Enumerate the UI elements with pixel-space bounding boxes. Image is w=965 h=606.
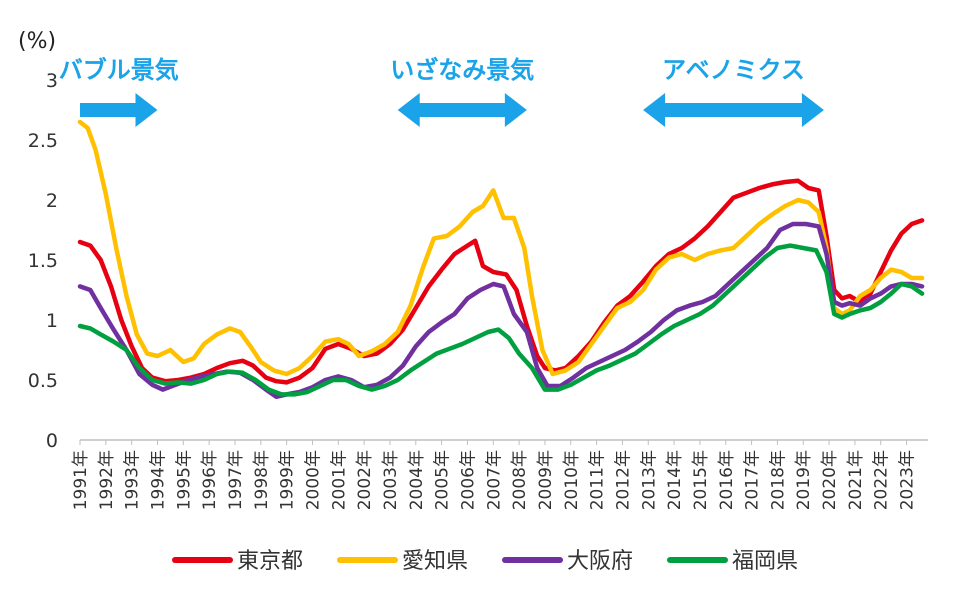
x-tick-label: 2009年 xyxy=(536,450,556,510)
y-tick-label: 2 xyxy=(46,190,58,212)
series-lines xyxy=(77,119,925,400)
period-label: いざなみ景気 xyxy=(390,56,534,84)
period-arrow xyxy=(643,93,824,127)
x-tick-label: 2003年 xyxy=(381,450,401,510)
legend-label: 東京都 xyxy=(237,549,303,574)
x-tick-label: 2011年 xyxy=(588,450,608,510)
legend-label: 福岡県 xyxy=(732,549,798,574)
x-tick-label: 2014年 xyxy=(665,450,685,510)
x-tick-label: 2006年 xyxy=(458,450,478,510)
series-line xyxy=(77,119,925,377)
x-tick-label: 2022年 xyxy=(872,450,892,510)
x-tick-label: 1993年 xyxy=(123,450,143,510)
y-tick-label: 1 xyxy=(46,310,58,332)
x-tick-label: 2008年 xyxy=(510,450,530,510)
period-arrow xyxy=(80,93,158,127)
y-tick-label: 0 xyxy=(46,430,58,452)
legend-label: 大阪府 xyxy=(567,549,633,574)
x-tick-label: 2001年 xyxy=(329,450,349,510)
period-arrow xyxy=(397,93,527,127)
x-tick-label: 1999年 xyxy=(278,450,298,510)
period-label: アベノミクス xyxy=(662,56,805,84)
period-label: バブル景気 xyxy=(59,56,179,84)
x-tick-label: 2000年 xyxy=(303,450,323,510)
x-tick-label: 2013年 xyxy=(639,450,659,510)
x-tick-label: 2002年 xyxy=(355,450,375,510)
y-tick-label: 2.5 xyxy=(28,130,58,152)
x-tick-label: 2012年 xyxy=(613,450,633,510)
series-line xyxy=(77,243,925,397)
x-tick-label: 2020年 xyxy=(820,450,840,510)
y-tick-label: 3 xyxy=(46,70,58,92)
y-axis-unit-label: (%) xyxy=(18,29,56,54)
series-line xyxy=(77,178,925,385)
x-tick-label: 1994年 xyxy=(148,450,168,510)
x-tick-label: 2015年 xyxy=(691,450,711,510)
x-tick-label: 1998年 xyxy=(252,450,272,510)
axes: 0 0.5 1 1.5 2 2.5 3 1991年 1992年 1993年 1994年 1995年 19… xyxy=(28,70,928,510)
x-tick-label: 1992年 xyxy=(97,450,117,510)
x-tick-label: 2010年 xyxy=(562,450,582,510)
economic-periods: バブル景気 いざなみ景気 アベノミクス xyxy=(59,56,824,127)
x-tick-label: 2004年 xyxy=(407,450,427,510)
x-tick-label: 2017年 xyxy=(743,450,763,510)
x-tick-label: 1991年 xyxy=(71,450,91,510)
x-tick-label: 2019年 xyxy=(794,450,814,510)
x-tick-label: 2007年 xyxy=(484,450,504,510)
y-tick-label: 1.5 xyxy=(28,250,58,272)
x-tick-label: 1995年 xyxy=(174,450,194,510)
y-tick-label: 0.5 xyxy=(28,370,58,392)
x-tick-label: 2016年 xyxy=(717,450,737,510)
x-tick-label: 1996年 xyxy=(200,450,220,510)
x-tick-label: 1997年 xyxy=(226,450,246,510)
legend: 東京都 愛知県 大阪府 福岡県 xyxy=(172,549,798,574)
legend-label: 愛知県 xyxy=(402,549,468,574)
x-tick-label: 2005年 xyxy=(433,450,453,510)
x-tick-label: 2018年 xyxy=(768,450,788,510)
x-tick-label: 2023年 xyxy=(898,450,918,510)
x-tick-label: 2021年 xyxy=(846,450,866,510)
